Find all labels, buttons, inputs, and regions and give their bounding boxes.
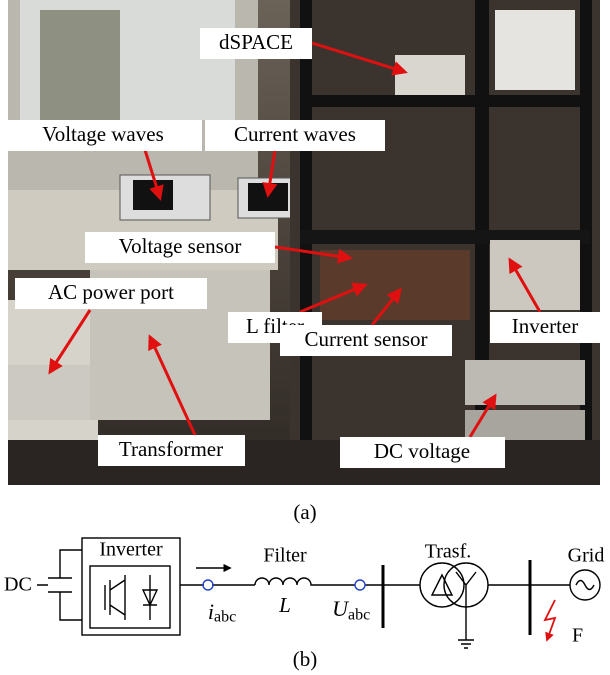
inverter-label: Inverter [99,539,163,561]
inductor-label: L [278,593,291,617]
filter-label: Filter [263,545,307,567]
photo-label: Voltage sensor [119,234,242,258]
photo-label: AC power port [48,280,174,304]
photo-label: dSPACE [219,30,293,54]
figure: dSPACE Voltage waves Current waves Volta… [0,0,610,675]
photo-label: Voltage waves [42,122,164,146]
photo-label: Current sensor [304,327,427,351]
current-subscript: abc [214,609,236,626]
photo-label: Inverter [512,314,578,338]
fault-label: F [572,625,583,647]
transformer-label: Trasf. [425,541,472,563]
grid-label: Grid [568,545,605,567]
caption: (b) [293,647,318,671]
photo-label: DC voltage [374,439,470,463]
dc-label: DC [4,574,32,596]
caption: (a) [293,500,316,524]
photo-label: Transformer [119,437,223,461]
photo-label: Current waves [234,122,356,146]
circuit: DC Inverter i abc Filter L U abc Trasf. … [4,538,604,648]
voltage-subscript: abc [348,607,370,624]
